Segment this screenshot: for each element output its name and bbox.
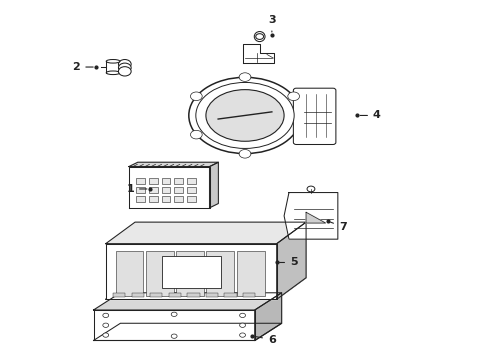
Bar	[146, 251, 173, 296]
Polygon shape	[129, 162, 219, 167]
Circle shape	[119, 63, 131, 72]
Polygon shape	[284, 193, 338, 239]
Bar	[187, 178, 196, 184]
Bar	[176, 251, 204, 296]
Circle shape	[240, 323, 245, 327]
Polygon shape	[255, 293, 282, 341]
Circle shape	[171, 312, 177, 316]
Bar	[106, 61, 120, 73]
Text: 5: 5	[279, 257, 297, 267]
Text: 6: 6	[255, 334, 276, 345]
Circle shape	[103, 333, 109, 337]
Bar	[187, 196, 196, 202]
Bar	[150, 293, 162, 297]
Text: 4: 4	[360, 111, 381, 121]
Ellipse shape	[189, 77, 301, 154]
Polygon shape	[243, 44, 274, 63]
Ellipse shape	[206, 90, 284, 141]
Polygon shape	[94, 310, 255, 341]
Bar	[116, 251, 144, 296]
Polygon shape	[210, 162, 219, 208]
Bar	[174, 196, 183, 202]
Circle shape	[103, 313, 109, 318]
Polygon shape	[106, 222, 306, 244]
Bar	[113, 293, 125, 297]
Polygon shape	[277, 222, 306, 299]
Bar	[174, 178, 183, 184]
Circle shape	[240, 313, 245, 318]
Bar	[206, 251, 234, 296]
Bar	[243, 293, 255, 297]
Text: 7: 7	[331, 222, 346, 231]
Circle shape	[119, 67, 131, 76]
Ellipse shape	[106, 59, 120, 63]
Bar	[136, 196, 145, 202]
Bar	[149, 187, 158, 193]
Polygon shape	[306, 212, 326, 223]
Bar	[162, 187, 171, 193]
Circle shape	[191, 130, 202, 139]
Polygon shape	[106, 244, 277, 299]
Circle shape	[288, 92, 299, 100]
Text: 3: 3	[268, 15, 276, 32]
FancyBboxPatch shape	[294, 88, 336, 144]
Ellipse shape	[254, 32, 265, 41]
Bar	[132, 293, 144, 297]
Bar	[206, 293, 218, 297]
Ellipse shape	[106, 71, 120, 75]
Bar	[149, 196, 158, 202]
Circle shape	[119, 59, 131, 69]
Circle shape	[191, 92, 202, 100]
Bar	[162, 178, 171, 184]
Circle shape	[239, 149, 251, 158]
Polygon shape	[106, 278, 306, 299]
Ellipse shape	[196, 82, 294, 148]
Circle shape	[171, 334, 177, 338]
Bar	[136, 178, 145, 184]
Circle shape	[103, 323, 109, 327]
Bar	[162, 196, 171, 202]
Bar	[237, 251, 265, 296]
Polygon shape	[94, 293, 282, 310]
Polygon shape	[94, 323, 282, 341]
Circle shape	[307, 186, 315, 192]
Bar	[169, 293, 181, 297]
Bar	[136, 187, 145, 193]
Bar	[174, 187, 183, 193]
Polygon shape	[129, 167, 210, 208]
Text: 1: 1	[126, 184, 147, 194]
Circle shape	[256, 34, 264, 40]
Text: 2: 2	[73, 62, 93, 72]
Bar	[149, 178, 158, 184]
Bar	[187, 293, 199, 297]
Bar	[187, 187, 196, 193]
Circle shape	[240, 333, 245, 337]
Bar	[224, 293, 237, 297]
Bar	[162, 256, 220, 288]
Circle shape	[239, 73, 251, 81]
